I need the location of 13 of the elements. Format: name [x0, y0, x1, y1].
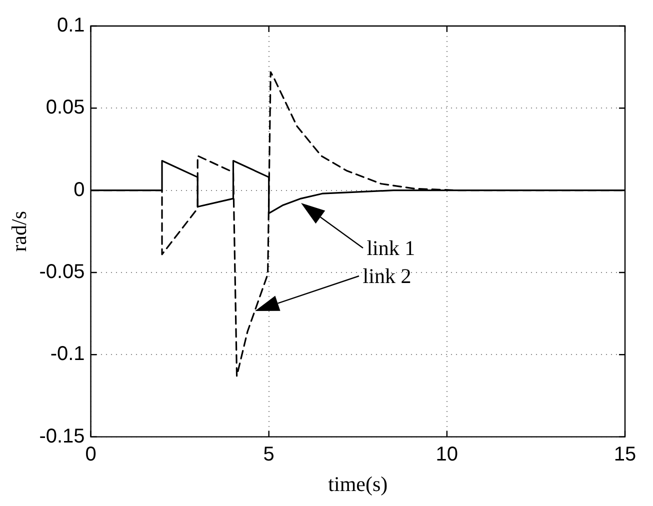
y-tick-label: -0.1	[50, 343, 85, 366]
y-tick-label: 0	[74, 178, 85, 201]
y-tick-label: 0.1	[56, 14, 85, 37]
x-tick-label: 15	[614, 443, 636, 466]
annotation: link 2	[362, 262, 412, 289]
x-tick-label: 5	[263, 443, 274, 466]
annotation: link 1	[366, 234, 416, 261]
y-axis-title: rad/s	[7, 210, 32, 252]
y-tick-label: 0.05	[46, 96, 85, 119]
y-tick-label: -0.05	[39, 260, 85, 283]
y-tick-label: -0.15	[39, 425, 85, 448]
x-axis-title: time(s)	[328, 472, 388, 496]
x-tick-label: 10	[436, 443, 458, 466]
